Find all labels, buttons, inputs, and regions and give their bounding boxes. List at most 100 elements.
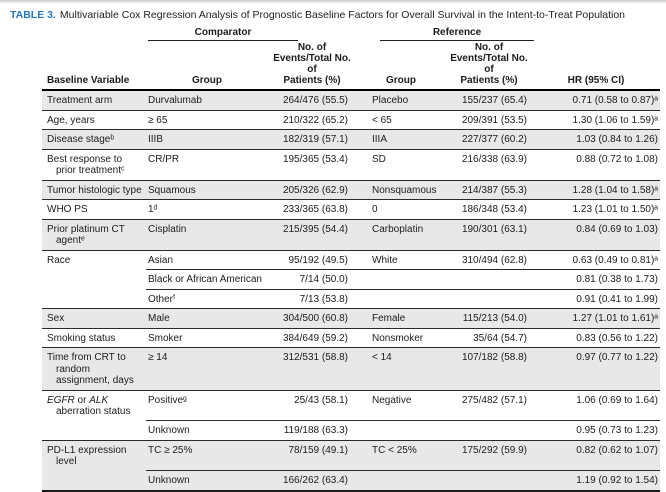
hr-ci-cell: 0.81 (0.38 to 1.73) bbox=[532, 269, 660, 289]
comparator-events-cell: 384/649 (59.2) bbox=[268, 327, 356, 348]
hr-ci-cell: 1.03 (0.84 to 1.26) bbox=[532, 129, 660, 149]
comparator-events-cell: 233/365 (63.8) bbox=[268, 199, 356, 219]
baseline-variable-cell: Sex bbox=[42, 308, 146, 328]
baseline-variable-cell: WHO PS bbox=[42, 199, 146, 219]
reference-group-cell bbox=[356, 288, 446, 309]
hr-ci-cell: 1.23 (1.01 to 1.50)ᵃ bbox=[532, 199, 660, 219]
reference-events-cell: 107/182 (58.8) bbox=[446, 347, 532, 390]
comparator-group-cell: Smoker bbox=[146, 327, 268, 348]
comparator-events-cell: 7/14 (50.0) bbox=[268, 269, 356, 289]
comparator-group-cell: Durvalumab bbox=[148, 95, 202, 106]
table-row: PD-L1 expression level TC ≥ 25% 78/159 (… bbox=[42, 439, 660, 471]
reference-events-cell bbox=[446, 269, 532, 289]
comparator-events-cell: 205/326 (62.9) bbox=[268, 179, 356, 200]
table-number-label: TABLE 3. bbox=[10, 9, 56, 21]
reference-group-cell bbox=[356, 420, 446, 440]
comparator-events-cell: 215/395 (54.4) bbox=[268, 218, 356, 250]
reference-events-cell: 209/391 (53.5) bbox=[446, 109, 532, 130]
baseline-variable-cell bbox=[42, 289, 146, 309]
comparator-group-cell: Male bbox=[146, 308, 268, 328]
header-hr-ci: HR (95% CI) bbox=[532, 41, 660, 91]
table-row: Otherᶠ 7/13 (53.8) 0.91 (0.41 to 1.99) bbox=[42, 288, 660, 309]
reference-group-cell: Carboplatin bbox=[356, 218, 446, 250]
comparator-events-cell: 210/322 (65.2) bbox=[268, 109, 356, 130]
comparator-spanner-cell: Comparator bbox=[146, 26, 356, 41]
reference-group-cell: < 14 bbox=[356, 347, 446, 390]
hr-ci-cell: 0.63 (0.49 to 0.81)ᵃ bbox=[532, 249, 660, 270]
comparator-events-cell: 264/476 (55.5) bbox=[282, 95, 348, 106]
table-row: Time from CRT to random assignment, days… bbox=[42, 347, 660, 390]
reference-group-cell: Negative bbox=[356, 389, 446, 421]
baseline-variable-cell: Age, years bbox=[42, 109, 146, 130]
comparator-group-cell: CR/PR bbox=[146, 148, 268, 180]
header-reference-events: No. of Events/Total No. of Patients (%) bbox=[446, 41, 532, 91]
reference-events-cell: 216/338 (63.9) bbox=[446, 148, 532, 180]
table-row: EGFR or ALK aberration status Positiveᵍ … bbox=[42, 389, 660, 421]
reference-events-cell: 190/301 (63.1) bbox=[446, 218, 532, 250]
comparator-group-cell: Unknown bbox=[146, 420, 268, 440]
hr-ci-cell: 1.28 (1.04 to 1.58)ᵃ bbox=[532, 179, 660, 200]
reference-group-cell bbox=[356, 269, 446, 289]
comparator-group-cell: TC ≥ 25% bbox=[146, 439, 268, 471]
comparator-group-cell: 1ᵈ bbox=[146, 199, 268, 219]
reference-events-cell: 227/377 (60.2) bbox=[446, 129, 532, 149]
header-comparator-group: Group bbox=[146, 41, 268, 91]
hr-ci-cell: 0.71 (0.58 to 0.87)ᵃ bbox=[572, 95, 658, 106]
table-row: Black or African American 7/14 (50.0) 0.… bbox=[42, 269, 660, 289]
table-row: Age, years ≥ 65 210/322 (65.2) < 65 209/… bbox=[42, 109, 660, 130]
comparator-group-cell: Positiveᵍ bbox=[146, 389, 268, 421]
reference-group-cell bbox=[356, 470, 446, 492]
comparator-group-cell: Squamous bbox=[146, 179, 268, 200]
variable-text: aberration status bbox=[56, 406, 131, 417]
baseline-variable-cell: Disease stageᵇ bbox=[42, 129, 146, 149]
gene-name-alk: ALK bbox=[89, 394, 109, 406]
table-row: Best response to prior treatmentᶜ CR/PR … bbox=[42, 148, 660, 180]
baseline-variable-cell: Race bbox=[42, 249, 146, 270]
hr-ci-cell: 0.83 (0.56 to 1.22) bbox=[532, 327, 660, 348]
comparator-spanner-label: Comparator bbox=[148, 27, 298, 41]
table-row: Race Asian 95/192 (49.5) White 310/494 (… bbox=[42, 249, 660, 270]
hr-ci-cell: 0.82 (0.62 to 1.07) bbox=[532, 439, 660, 471]
spanner-header-row: Comparator Reference bbox=[42, 26, 660, 41]
reference-spanner-cell: Reference bbox=[356, 26, 534, 41]
reference-events-cell: 186/348 (53.4) bbox=[446, 199, 532, 219]
reference-events-cell bbox=[446, 288, 532, 309]
comparator-group-cell: Asian bbox=[146, 249, 268, 270]
baseline-variable-cell: Tumor histologic type bbox=[42, 179, 146, 200]
reference-group-cell: Nonsmoker bbox=[356, 327, 446, 348]
table-title: TABLE 3. Multivariable Cox Regression Ana… bbox=[10, 9, 660, 22]
hr-ci-cell: 1.27 (1.01 to 1.61)ᵃ bbox=[532, 308, 660, 328]
hr-ci-cell: 1.19 (0.92 to 1.54) bbox=[532, 470, 660, 492]
table-row: Unknown 119/188 (63.3) 0.95 (0.73 to 1.2… bbox=[42, 420, 660, 440]
reference-events-cell: 214/387 (55.3) bbox=[446, 179, 532, 200]
hr-ci-cell: 0.95 (0.73 to 1.23) bbox=[532, 420, 660, 440]
reference-events-cell: 275/482 (57.1) bbox=[446, 389, 532, 421]
reference-events-cell: 155/237 (65.4) bbox=[461, 95, 527, 106]
reference-group-cell: TC < 25% bbox=[356, 439, 446, 471]
comparator-events-cell: 182/319 (57.1) bbox=[268, 129, 356, 149]
table-row: WHO PS 1ᵈ 233/365 (63.8) 0 186/348 (53.4… bbox=[42, 199, 660, 219]
reference-group-cell: IIIA bbox=[356, 129, 446, 149]
baseline-variable-cell: Time from CRT to random assignment, days bbox=[42, 347, 146, 390]
hr-ci-cell: 0.97 (0.77 to 1.22) bbox=[532, 347, 660, 390]
baseline-variable-cell: Prior platinum CT agentᵉ bbox=[42, 218, 146, 250]
reference-events-cell: 175/292 (59.9) bbox=[446, 439, 532, 471]
comparator-events-cell: 304/500 (60.8) bbox=[268, 308, 356, 328]
comparator-events-cell: 95/192 (49.5) bbox=[268, 249, 356, 270]
reference-group-cell: Placebo bbox=[372, 95, 409, 106]
reference-group-cell: Nonsquamous bbox=[356, 179, 446, 200]
table-row: Prior platinum CT agentᵉ Cisplatin 215/3… bbox=[42, 218, 660, 250]
reference-spanner-label: Reference bbox=[380, 27, 534, 41]
page-edge-shadow bbox=[0, 0, 666, 3]
baseline-variable-cell bbox=[42, 470, 146, 492]
reference-events-cell: 115/213 (54.0) bbox=[446, 308, 532, 328]
hr-ci-cell: 1.06 (0.69 to 1.64) bbox=[532, 389, 660, 421]
reference-group-cell: < 65 bbox=[356, 109, 446, 130]
comparator-events-cell: 312/531 (58.8) bbox=[268, 347, 356, 390]
comparator-group-cell: ≥ 65 bbox=[146, 109, 268, 130]
comparator-group-cell: Unknown bbox=[146, 470, 268, 492]
hr-ci-cell: 0.91 (0.41 to 1.99) bbox=[532, 288, 660, 309]
table-row: Sex Male 304/500 (60.8) Female 115/213 (… bbox=[42, 308, 660, 328]
header-reference-group: Group bbox=[356, 41, 446, 91]
comparator-events-cell: 195/365 (53.4) bbox=[268, 148, 356, 180]
